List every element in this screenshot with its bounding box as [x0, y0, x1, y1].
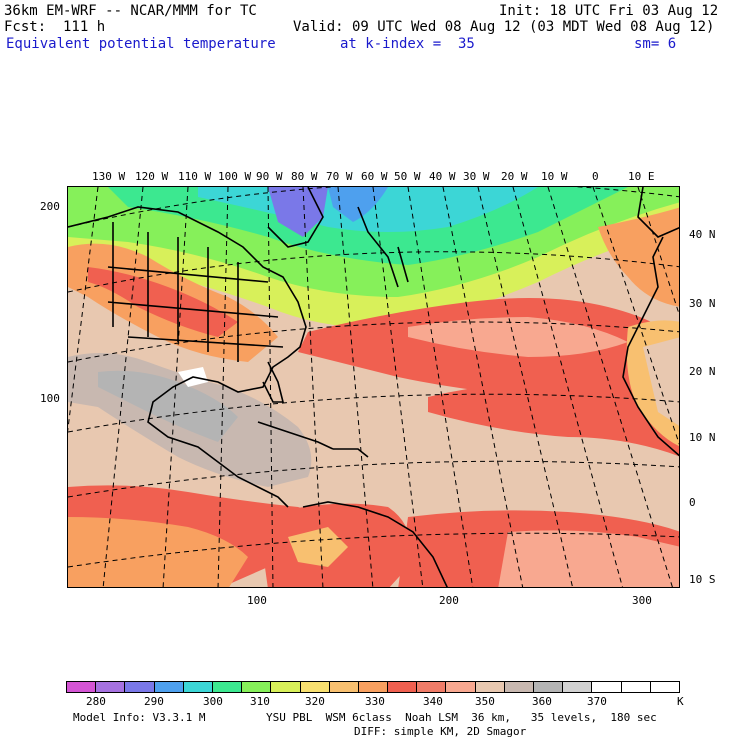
- grid-x-label: 200: [439, 594, 459, 607]
- colorbar-label: 360: [532, 695, 552, 708]
- lat-label: 30 N: [689, 297, 716, 310]
- lon-label: 10 W: [541, 170, 568, 183]
- colorbar-label: 280: [86, 695, 106, 708]
- colorbar-swatch: [242, 682, 272, 692]
- physics-info: YSU PBL WSM 6class Noah LSM 36 km, 35 le…: [266, 711, 657, 724]
- colorbar-swatch: [650, 682, 679, 692]
- lon-label: 70 W: [326, 170, 353, 183]
- lat-label: 10 N: [689, 431, 716, 444]
- lon-label: 100 W: [218, 170, 252, 183]
- valid-time: Valid: 09 UTC Wed 08 Aug 12 (03 MDT Wed …: [293, 19, 715, 35]
- colorbar-swatch: [534, 682, 564, 692]
- colorbar-label: 350: [475, 695, 495, 708]
- lon-label: 10 E: [628, 170, 655, 183]
- field-name: Equivalent potential temperature: [6, 36, 276, 52]
- colorbar-swatch: [329, 682, 359, 692]
- colorbar-swatch: [125, 682, 155, 692]
- colorbar-swatch: [358, 682, 389, 692]
- colorbar-swatch: [183, 682, 213, 692]
- colorbar-swatch: [271, 682, 301, 692]
- model-info: Model Info: V3.3.1 M: [73, 711, 206, 724]
- colorbar-label: 340: [423, 695, 443, 708]
- lat-label: 40 N: [689, 228, 716, 241]
- colorbar-swatch: [592, 682, 622, 692]
- colorbar-swatch: [475, 682, 505, 692]
- diffusion-info: DIFF: simple KM, 2D Smagor: [354, 725, 527, 738]
- colorbar-label: 310: [250, 695, 270, 708]
- colorbar-swatch: [300, 682, 330, 692]
- colorbar-label: 320: [305, 695, 325, 708]
- colorbar-swatch: [96, 682, 126, 692]
- lon-label: 50 W: [394, 170, 421, 183]
- theta-e-map: [67, 186, 680, 588]
- lon-label: 20 W: [501, 170, 528, 183]
- colorbar-unit: K: [677, 695, 684, 708]
- lon-label: 0: [592, 170, 599, 183]
- colorbar-swatch: [388, 682, 418, 692]
- colorbar-swatch: [212, 682, 243, 692]
- lon-label: 110 W: [178, 170, 212, 183]
- map-canvas: [68, 187, 679, 587]
- lon-label: 90 W: [256, 170, 283, 183]
- smoothing: sm= 6: [634, 36, 677, 52]
- grid-x-label: 300: [632, 594, 652, 607]
- colorbar-swatch: [563, 682, 593, 692]
- colorbar-swatch: [154, 682, 184, 692]
- colorbar-label: 370: [587, 695, 607, 708]
- lon-label: 120 W: [135, 170, 169, 183]
- colorbar-label: 290: [144, 695, 164, 708]
- colorbar-swatch: [621, 682, 651, 692]
- colorbar-label: 300: [203, 695, 223, 708]
- lat-label: 0: [689, 496, 696, 509]
- colorbar-swatch: [504, 682, 534, 692]
- lon-label: 80 W: [291, 170, 318, 183]
- lon-label: 130 W: [92, 170, 126, 183]
- colorbar-label: 330: [365, 695, 385, 708]
- lat-label: 20 N: [689, 365, 716, 378]
- lon-label: 60 W: [361, 170, 388, 183]
- lon-label: 30 W: [463, 170, 490, 183]
- model-title: 36km EM-WRF -- NCAR/MMM for TC: [4, 3, 257, 19]
- colorbar-swatch: [417, 682, 447, 692]
- colorbar-swatch: [446, 682, 476, 692]
- init-time: Init: 18 UTC Fri 03 Aug 12: [499, 3, 719, 19]
- lon-label: 40 W: [429, 170, 456, 183]
- grid-y-label: 200: [40, 200, 60, 213]
- forecast-hour: Fcst: 111 h: [4, 19, 106, 35]
- colorbar: [66, 681, 680, 693]
- lat-label: 10 S: [689, 573, 716, 586]
- colorbar-swatch: [67, 682, 97, 692]
- grid-y-label: 100: [40, 392, 60, 405]
- level-index: at k-index = 35: [340, 36, 475, 52]
- grid-x-label: 100: [247, 594, 267, 607]
